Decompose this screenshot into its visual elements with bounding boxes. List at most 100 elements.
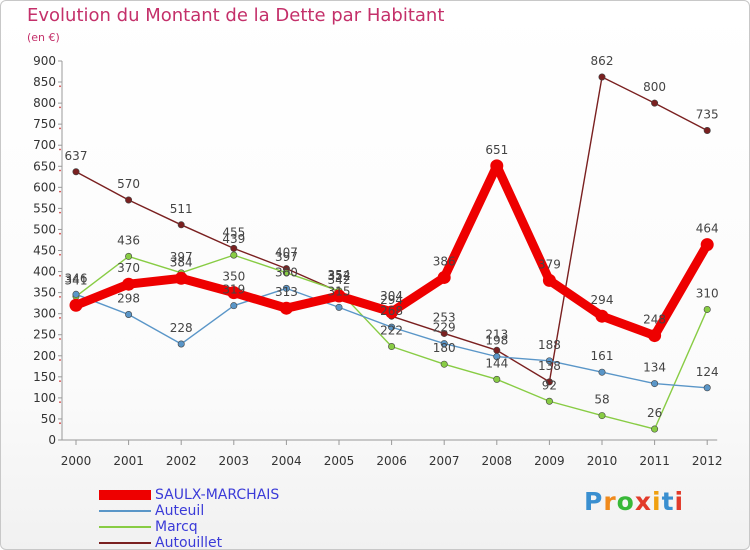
data-point [598,368,606,376]
data-label: 350 [222,270,245,284]
x-tick-label: 2012 [692,454,723,468]
data-label: 315 [328,284,351,298]
y-tick-label: 250 [33,328,56,342]
data-label: 352 [328,269,351,283]
data-label: 342 [328,273,351,287]
y-tick-label: 600 [33,180,56,194]
chart-subtitle: (en €) [27,31,60,44]
data-label: 436 [117,233,140,247]
data-point [651,99,659,107]
data-label: 346 [65,271,88,285]
data-point [440,360,448,368]
data-point [493,353,501,361]
data-point [69,298,83,312]
data-label: 124 [696,365,719,379]
data-point [125,196,133,204]
y-minor-tick [59,359,61,361]
data-point [703,384,711,392]
data-label: 313 [275,285,298,299]
y-minor-tick [59,169,61,172]
y-tick-label: 450 [33,244,56,258]
data-label: 511 [170,202,193,216]
data-label: 384 [170,255,193,269]
data-label: 253 [433,310,456,324]
x-tick-label: 2007 [429,454,460,468]
data-point [279,301,293,315]
data-point [388,343,396,351]
data-point [72,290,80,298]
data-point [437,270,451,284]
data-label: 58 [594,393,609,407]
data-point [230,302,238,310]
y-tick-label: 100 [33,391,56,405]
data-label: 464 [696,222,719,236]
data-label: 862 [591,54,614,68]
data-point [174,271,188,285]
y-minor-tick [59,127,61,130]
data-label: 407 [275,246,298,260]
legend-label: Marcq [155,519,198,535]
y-tick-label: 900 [33,54,56,68]
x-tick-label: 2010 [587,454,618,468]
data-point [598,412,606,420]
data-label: 26 [647,406,662,420]
data-label: 800 [643,80,666,94]
data-label: 439 [222,232,245,246]
y-tick-label: 200 [33,349,56,363]
data-label: 310 [696,286,719,300]
legend-swatch [99,510,151,512]
data-point [493,346,501,354]
logo-letter: i [674,487,685,516]
data-label: 294 [591,293,614,307]
data-point [335,303,343,311]
y-minor-tick [59,401,61,404]
data-label: 229 [433,321,456,335]
data-point [703,305,711,313]
data-label: 294 [380,293,403,307]
data-label: 341 [65,273,88,287]
logo-letter: x [634,487,652,516]
data-label: 92 [542,378,557,392]
y-tick-label: 850 [33,75,56,89]
data-label: 134 [643,361,666,375]
data-label: 161 [591,349,614,363]
data-label: 319 [222,283,245,297]
data-label: 455 [222,225,245,239]
y-minor-tick [59,211,61,214]
y-minor-tick [59,148,61,151]
data-point [388,323,396,331]
data-point [385,305,399,319]
data-label: 304 [380,289,403,303]
data-point [177,221,185,229]
data-point [542,273,556,287]
y-tick-label: 350 [33,286,56,300]
data-label: 397 [170,250,193,264]
x-tick-label: 2002 [166,454,197,468]
chart-title: Evolution du Montant de la Dette par Hab… [27,5,445,26]
y-minor-tick [59,253,61,256]
data-point [490,159,504,173]
data-label: 397 [275,250,298,264]
data-point [595,309,609,323]
logo-letter: r [603,487,617,516]
data-point [177,340,185,348]
y-tick-label: 150 [33,370,56,384]
data-label: 360 [275,265,298,279]
y-minor-tick [59,106,61,109]
x-tick-label: 2006 [376,454,407,468]
y-minor-tick [59,274,61,277]
y-tick-label: 550 [33,201,56,215]
x-tick-label: 2003 [219,454,250,468]
data-label: 298 [117,292,140,306]
data-point [545,397,553,405]
data-label: 198 [485,334,508,348]
y-tick-label: 500 [33,222,56,236]
data-point [72,168,80,176]
y-tick-label: 650 [33,159,56,173]
data-point [648,329,662,343]
data-point [493,375,501,383]
y-tick-label: 750 [33,117,56,131]
data-point [700,238,714,252]
data-label: 386 [433,254,456,268]
